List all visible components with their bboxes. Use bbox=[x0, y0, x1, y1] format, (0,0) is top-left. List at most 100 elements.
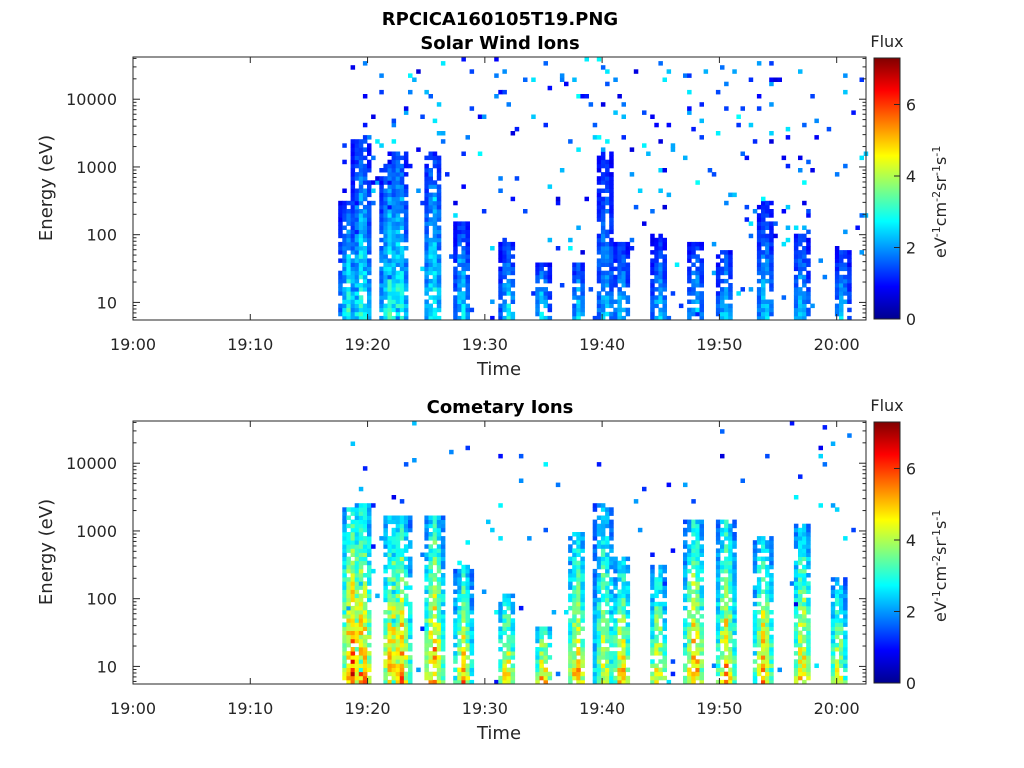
spectrogram-cell bbox=[362, 147, 368, 152]
spectrogram-cell bbox=[371, 568, 376, 574]
spectrogram-cell bbox=[769, 647, 774, 652]
spectrogram-cell bbox=[592, 675, 598, 681]
spectrogram-cell bbox=[600, 299, 606, 304]
spectrogram-cell bbox=[576, 564, 581, 570]
spectrogram-cell bbox=[761, 605, 766, 611]
spectrogram-cell bbox=[600, 503, 606, 508]
spectrogram-cell bbox=[510, 270, 516, 276]
spectrogram-cell bbox=[432, 655, 438, 660]
spectrogram-cell bbox=[847, 250, 852, 255]
spectrogram-cell bbox=[798, 589, 803, 594]
spectrogram-cell bbox=[461, 274, 466, 280]
spectrogram-cell bbox=[765, 655, 770, 660]
spectrogram-cell bbox=[403, 159, 409, 165]
spectrogram-cell bbox=[498, 315, 503, 321]
spectrogram-cell bbox=[391, 225, 397, 230]
spectrogram-cell bbox=[650, 552, 655, 557]
spectrogram-cell bbox=[666, 69, 672, 74]
spectrogram-cell bbox=[802, 266, 807, 272]
spectrogram-cell bbox=[424, 303, 429, 309]
cbar-exp: -1 bbox=[930, 226, 943, 237]
spectrogram-cell bbox=[362, 507, 368, 512]
spectrogram-cell bbox=[424, 254, 429, 259]
spectrogram-cell bbox=[428, 560, 433, 566]
spectrogram-cell bbox=[596, 581, 602, 586]
spectrogram-cell bbox=[395, 540, 401, 545]
spectrogram-cell bbox=[683, 651, 688, 656]
spectrogram-cell bbox=[650, 241, 655, 247]
spectrogram-cell bbox=[761, 213, 766, 218]
spectrogram-cell bbox=[432, 221, 438, 226]
spectrogram-cell bbox=[362, 311, 368, 317]
spectrogram-cell bbox=[358, 540, 364, 545]
spectrogram-cell bbox=[580, 675, 585, 681]
spectrogram-cell bbox=[399, 155, 405, 161]
spectrogram-cell bbox=[350, 163, 356, 169]
spectrogram-cell bbox=[576, 544, 581, 549]
spectrogram-cell bbox=[350, 511, 356, 516]
spectrogram-cell bbox=[342, 266, 347, 272]
spectrogram-cell bbox=[391, 630, 397, 636]
spectrogram-cell bbox=[572, 589, 577, 594]
spectrogram-cell bbox=[839, 258, 844, 263]
spectrogram-cell bbox=[580, 250, 585, 255]
spectrogram-cell bbox=[769, 634, 774, 640]
spectrogram-cell bbox=[724, 610, 729, 615]
spectrogram-cell bbox=[403, 184, 409, 189]
spectrogram-cell bbox=[580, 593, 585, 599]
spectrogram-cell bbox=[592, 589, 598, 594]
spectrogram-cell bbox=[839, 589, 844, 594]
spectrogram-cell bbox=[802, 679, 807, 685]
spectrogram-cell bbox=[440, 626, 446, 631]
spectrogram-cell bbox=[654, 581, 659, 586]
spectrogram-cell bbox=[350, 315, 356, 321]
spectrogram-cell bbox=[436, 630, 442, 636]
spectrogram-cell bbox=[428, 651, 433, 656]
spectrogram-cell bbox=[502, 241, 507, 247]
spectrogram-cell bbox=[802, 581, 807, 586]
spectrogram-cell bbox=[408, 556, 413, 562]
spectrogram-cell bbox=[440, 618, 446, 623]
spectrogram-cell bbox=[502, 270, 507, 276]
spectrogram-cell bbox=[428, 94, 433, 99]
spectrogram-cell bbox=[769, 209, 774, 214]
spectrogram-cell bbox=[580, 283, 585, 288]
spectrogram-cell bbox=[543, 642, 548, 648]
spectrogram-cell bbox=[592, 552, 598, 557]
spectrogram-cell bbox=[399, 295, 405, 300]
spectrogram-cell bbox=[617, 651, 622, 656]
spectrogram-cell bbox=[769, 560, 774, 566]
spectrogram-cell bbox=[367, 180, 372, 185]
spectrogram-cell bbox=[691, 126, 696, 132]
spectrogram-cell bbox=[765, 634, 770, 640]
spectrogram-cell bbox=[798, 540, 803, 545]
spectrogram-cell bbox=[457, 291, 462, 296]
spectrogram-cell bbox=[662, 258, 667, 263]
spectrogram-cell bbox=[391, 151, 397, 156]
spectrogram-cell bbox=[469, 618, 475, 623]
spectrogram-cell bbox=[695, 254, 700, 259]
spectrogram-cell bbox=[683, 585, 688, 590]
spectrogram-cell bbox=[596, 614, 602, 619]
spectrogram-cell bbox=[367, 568, 372, 574]
spectrogram-cell bbox=[436, 204, 442, 210]
spectrogram-cell bbox=[428, 307, 433, 313]
spectrogram-cell bbox=[654, 303, 659, 309]
spectrogram-cell bbox=[367, 237, 372, 243]
spectrogram-cell bbox=[465, 287, 470, 292]
spectrogram-cell bbox=[761, 217, 766, 222]
spectrogram-cell bbox=[761, 278, 766, 284]
spectrogram-cell bbox=[453, 274, 458, 280]
spectrogram-cell bbox=[806, 642, 811, 648]
spectrogram-cell bbox=[432, 626, 438, 631]
spectrogram-cell bbox=[342, 647, 347, 652]
spectrogram-cell bbox=[350, 258, 356, 263]
spectrogram-cell bbox=[440, 556, 446, 562]
spectrogram-cell bbox=[502, 655, 507, 660]
spectrogram-cell bbox=[502, 287, 507, 292]
spectrogram-cell bbox=[424, 622, 429, 627]
spectrogram-cell bbox=[761, 303, 766, 309]
spectrogram-cell bbox=[843, 642, 848, 648]
spectrogram-cell bbox=[354, 667, 360, 673]
spectrogram-cell bbox=[572, 573, 577, 578]
